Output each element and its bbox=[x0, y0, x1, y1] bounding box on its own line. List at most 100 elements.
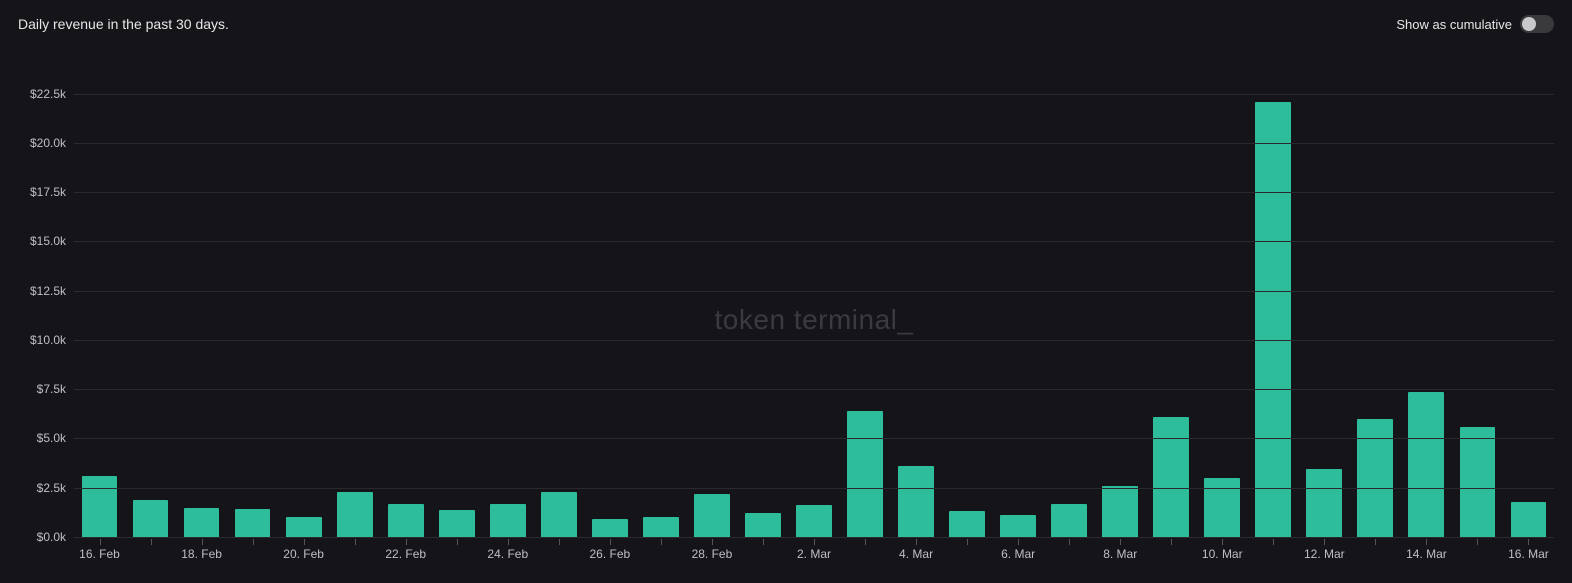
chart-header: Daily revenue in the past 30 days. Show … bbox=[18, 12, 1554, 36]
bar[interactable] bbox=[1357, 419, 1393, 537]
x-tick-label: 8. Mar bbox=[1103, 547, 1137, 561]
x-tick bbox=[253, 539, 254, 545]
bar[interactable] bbox=[286, 517, 322, 537]
x-tick-label: 24. Feb bbox=[487, 547, 528, 561]
bar[interactable] bbox=[490, 504, 526, 537]
x-tick bbox=[1477, 539, 1478, 545]
x-tick bbox=[1069, 539, 1070, 545]
cumulative-toggle-wrap: Show as cumulative bbox=[1396, 15, 1554, 33]
grid-line bbox=[74, 291, 1554, 292]
y-tick-label: $12.5k bbox=[30, 284, 66, 298]
bar[interactable] bbox=[643, 517, 679, 537]
toggle-knob bbox=[1522, 17, 1536, 31]
chart-title: Daily revenue in the past 30 days. bbox=[18, 16, 229, 32]
bar[interactable] bbox=[847, 411, 883, 537]
x-tick bbox=[1222, 539, 1223, 545]
bar[interactable] bbox=[337, 492, 373, 537]
bar[interactable] bbox=[592, 519, 628, 537]
x-tick bbox=[610, 539, 611, 545]
y-tick-label: $2.5k bbox=[37, 481, 66, 495]
bar[interactable] bbox=[82, 476, 118, 537]
x-tick bbox=[355, 539, 356, 545]
cumulative-toggle[interactable] bbox=[1520, 15, 1554, 33]
grid-line bbox=[74, 241, 1554, 242]
x-tick-label: 12. Mar bbox=[1304, 547, 1345, 561]
x-tick-label: 6. Mar bbox=[1001, 547, 1035, 561]
x-tick-label: 4. Mar bbox=[899, 547, 933, 561]
grid-line bbox=[74, 340, 1554, 341]
x-tick-label: 2. Mar bbox=[797, 547, 831, 561]
x-tick bbox=[1324, 539, 1325, 545]
cumulative-toggle-label: Show as cumulative bbox=[1396, 17, 1512, 32]
grid-line bbox=[74, 389, 1554, 390]
y-tick-label: $20.0k bbox=[30, 136, 66, 150]
x-tick bbox=[712, 539, 713, 545]
y-tick-label: $17.5k bbox=[30, 185, 66, 199]
bar[interactable] bbox=[235, 509, 271, 537]
bar[interactable] bbox=[1000, 515, 1036, 537]
x-tick bbox=[508, 539, 509, 545]
x-tick-label: 10. Mar bbox=[1202, 547, 1243, 561]
bar[interactable] bbox=[898, 466, 934, 537]
y-tick-label: $22.5k bbox=[30, 87, 66, 101]
x-tick bbox=[1120, 539, 1121, 545]
x-tick bbox=[967, 539, 968, 545]
plot-area: token terminal_ 16. Feb18. Feb20. Feb22.… bbox=[74, 74, 1554, 565]
y-tick-label: $7.5k bbox=[37, 382, 66, 396]
bar[interactable] bbox=[439, 510, 475, 537]
x-tick bbox=[457, 539, 458, 545]
bar[interactable] bbox=[949, 511, 985, 537]
x-tick bbox=[814, 539, 815, 545]
bar[interactable] bbox=[1306, 469, 1342, 537]
x-axis: 16. Feb 18. Feb 20. Feb 22. Feb 24. Feb 26. F… bbox=[74, 537, 1554, 565]
x-tick bbox=[151, 539, 152, 545]
bar[interactable] bbox=[796, 505, 832, 537]
y-axis: $0.0k$2.5k$5.0k$7.5k$10.0k$12.5k$15.0k$1… bbox=[18, 74, 74, 565]
x-tick-label: 20. Feb bbox=[283, 547, 324, 561]
bar[interactable] bbox=[541, 492, 577, 537]
x-tick bbox=[304, 539, 305, 545]
grid-line bbox=[74, 537, 1554, 538]
bar[interactable] bbox=[1153, 417, 1189, 537]
x-tick-label: 28. Feb bbox=[692, 547, 733, 561]
bar[interactable] bbox=[1255, 102, 1291, 537]
x-tick bbox=[1273, 539, 1274, 545]
grid-line bbox=[74, 143, 1554, 144]
y-tick-label: $0.0k bbox=[37, 530, 66, 544]
bar[interactable] bbox=[745, 513, 781, 537]
bar[interactable] bbox=[1102, 486, 1138, 537]
bar[interactable] bbox=[388, 504, 424, 537]
x-tick bbox=[1528, 539, 1529, 545]
x-tick bbox=[100, 539, 101, 545]
x-tick bbox=[406, 539, 407, 545]
grid-line bbox=[74, 192, 1554, 193]
x-tick bbox=[202, 539, 203, 545]
x-tick bbox=[1375, 539, 1376, 545]
x-tick-label: 16. Mar bbox=[1508, 547, 1549, 561]
grid-line bbox=[74, 438, 1554, 439]
bar[interactable] bbox=[1051, 504, 1087, 537]
grid-line bbox=[74, 94, 1554, 95]
grid-line bbox=[74, 488, 1554, 489]
x-tick bbox=[661, 539, 662, 545]
bar[interactable] bbox=[1460, 427, 1496, 537]
y-tick-label: $10.0k bbox=[30, 333, 66, 347]
x-tick-label: 26. Feb bbox=[590, 547, 631, 561]
bar[interactable] bbox=[694, 494, 730, 537]
y-tick-label: $15.0k bbox=[30, 234, 66, 248]
x-tick bbox=[916, 539, 917, 545]
bar[interactable] bbox=[1511, 502, 1547, 537]
x-tick-label: 22. Feb bbox=[385, 547, 426, 561]
x-tick-label: 16. Feb bbox=[79, 547, 120, 561]
x-tick-label: 18. Feb bbox=[181, 547, 222, 561]
x-tick bbox=[559, 539, 560, 545]
x-tick bbox=[763, 539, 764, 545]
bar[interactable] bbox=[133, 500, 169, 537]
x-tick bbox=[1018, 539, 1019, 545]
x-tick-label: 14. Mar bbox=[1406, 547, 1447, 561]
bar[interactable] bbox=[1408, 392, 1444, 537]
x-tick bbox=[865, 539, 866, 545]
x-tick bbox=[1426, 539, 1427, 545]
bar[interactable] bbox=[184, 508, 220, 537]
chart-container: Daily revenue in the past 30 days. Show … bbox=[0, 0, 1572, 583]
